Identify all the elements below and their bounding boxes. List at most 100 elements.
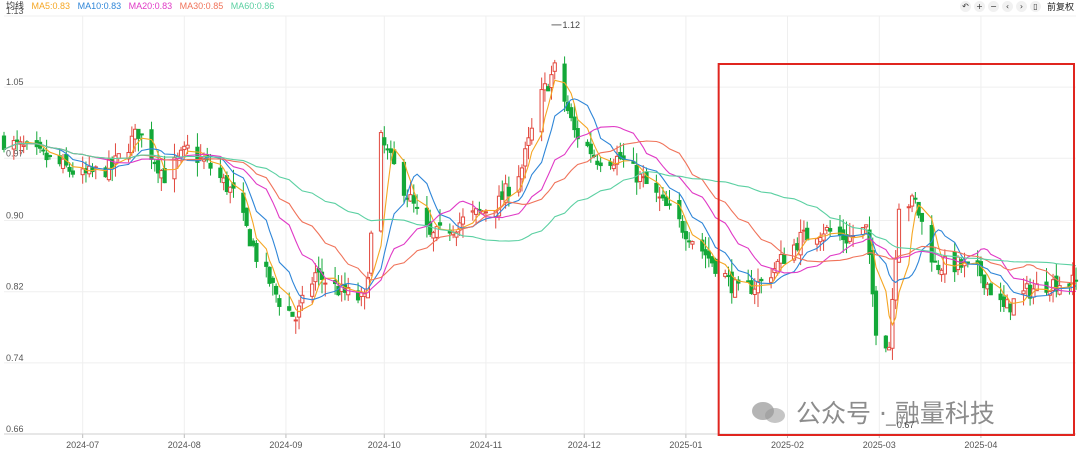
candle-body bbox=[680, 221, 685, 233]
candle-body bbox=[1034, 283, 1039, 292]
candle-body bbox=[769, 277, 774, 283]
watermark-text: 公众号 · 融量科技 bbox=[796, 399, 995, 428]
candle-body bbox=[985, 283, 990, 290]
candle-body bbox=[15, 139, 20, 142]
price-adjust-selector[interactable]: 前复权 bbox=[1046, 1, 1074, 12]
candle-body bbox=[21, 144, 26, 147]
candle-body bbox=[896, 208, 902, 263]
candle-body bbox=[414, 206, 420, 209]
x-tick-label: 2025-03 bbox=[863, 440, 896, 450]
candle-body bbox=[152, 161, 157, 165]
candle-body bbox=[585, 141, 590, 147]
candle-body bbox=[483, 211, 489, 214]
x-tick-label: 2024-07 bbox=[66, 440, 99, 450]
candle-body bbox=[47, 155, 52, 158]
candle-body bbox=[746, 280, 751, 283]
y-tick-label: 0.97 bbox=[6, 148, 24, 158]
candle-body bbox=[293, 319, 298, 322]
candle-body bbox=[906, 206, 911, 209]
candle-body bbox=[539, 89, 544, 133]
candle-body bbox=[818, 236, 823, 243]
candle-body bbox=[952, 251, 957, 273]
highlight-box bbox=[717, 63, 1076, 436]
candle-body bbox=[798, 231, 803, 256]
y-tick-label: 0.66 bbox=[6, 424, 24, 434]
candle-body bbox=[159, 170, 164, 179]
candle-body bbox=[667, 203, 672, 206]
legend-ma10: MA10:0.83 bbox=[77, 1, 122, 11]
candle-body bbox=[998, 293, 1003, 301]
candle-body bbox=[162, 168, 167, 184]
candle-body bbox=[1054, 275, 1059, 292]
candle-body bbox=[726, 275, 731, 278]
zoom-out-icon[interactable]: − bbox=[987, 0, 999, 12]
candle-body bbox=[290, 311, 295, 317]
candle-body bbox=[690, 241, 695, 245]
candle-body bbox=[1001, 296, 1006, 307]
next-icon[interactable]: › bbox=[1015, 0, 1027, 12]
candle-body bbox=[828, 228, 833, 232]
candle-body bbox=[791, 244, 797, 261]
candle-body bbox=[595, 160, 600, 165]
candle-body bbox=[67, 166, 72, 172]
prev-icon[interactable]: ‹ bbox=[1001, 0, 1013, 12]
candle-body bbox=[542, 83, 548, 91]
candle-body bbox=[273, 285, 279, 295]
candle-body bbox=[1044, 281, 1049, 293]
candle-body bbox=[683, 231, 688, 240]
candle-body bbox=[496, 195, 502, 217]
ma-lines bbox=[3, 79, 1077, 327]
candle-body bbox=[1021, 290, 1026, 295]
ma10-line bbox=[3, 98, 1077, 301]
candle-body bbox=[529, 127, 534, 141]
candle-body bbox=[664, 196, 669, 207]
candle-body bbox=[428, 221, 433, 235]
candle-body bbox=[988, 283, 993, 296]
candle-body bbox=[749, 280, 754, 294]
candle-body bbox=[437, 222, 443, 226]
candle-body bbox=[500, 191, 505, 200]
candle-body bbox=[936, 264, 941, 271]
candle-body bbox=[264, 261, 269, 267]
candle-body bbox=[221, 177, 226, 184]
candle-body bbox=[598, 162, 603, 167]
candle-body bbox=[873, 290, 879, 336]
candle-body bbox=[654, 182, 659, 193]
chart-toolbar: ↶ + − ‹ › ▯ 前复权 bbox=[959, 0, 1074, 12]
candle-body bbox=[365, 276, 370, 299]
candle-body bbox=[218, 167, 223, 179]
candle-body bbox=[251, 240, 256, 246]
x-axis: 2024-07 2024-08 2024-09 2024-10 2024-11 2024-… bbox=[4, 433, 1076, 450]
x-tick-label: 2025-04 bbox=[964, 440, 997, 450]
candle-body bbox=[385, 148, 390, 151]
candle-body bbox=[401, 161, 407, 196]
candle-body bbox=[139, 133, 144, 136]
candle-body bbox=[710, 256, 715, 264]
candle-body bbox=[182, 145, 187, 151]
candle-body bbox=[611, 164, 616, 170]
candle-body bbox=[247, 229, 252, 247]
y-tick-label: 1.13 bbox=[6, 6, 24, 16]
candle-body bbox=[267, 266, 272, 284]
x-tick-label: 2025-02 bbox=[771, 440, 804, 450]
candle-body bbox=[1, 135, 7, 150]
candle-body bbox=[431, 232, 436, 239]
candle-body bbox=[434, 226, 439, 238]
candle-body bbox=[982, 274, 987, 289]
candle-body bbox=[867, 229, 872, 255]
fullscreen-icon[interactable]: ▯ bbox=[1029, 0, 1041, 12]
candle-body bbox=[775, 260, 780, 274]
ma30-line bbox=[3, 140, 1077, 284]
candle-body bbox=[1005, 299, 1010, 309]
candle-body bbox=[313, 272, 318, 283]
candle-body bbox=[254, 242, 259, 262]
undo-icon[interactable]: ↶ bbox=[959, 0, 971, 12]
candle-body bbox=[959, 259, 964, 268]
zoom-in-icon[interactable]: + bbox=[973, 0, 985, 12]
candle-body bbox=[932, 260, 938, 263]
candle-body bbox=[277, 298, 282, 307]
x-tick-label: 2024-08 bbox=[168, 440, 201, 450]
candle-body bbox=[110, 157, 115, 169]
y-tick-label: 0.90 bbox=[6, 211, 24, 221]
candle-body bbox=[657, 196, 662, 199]
